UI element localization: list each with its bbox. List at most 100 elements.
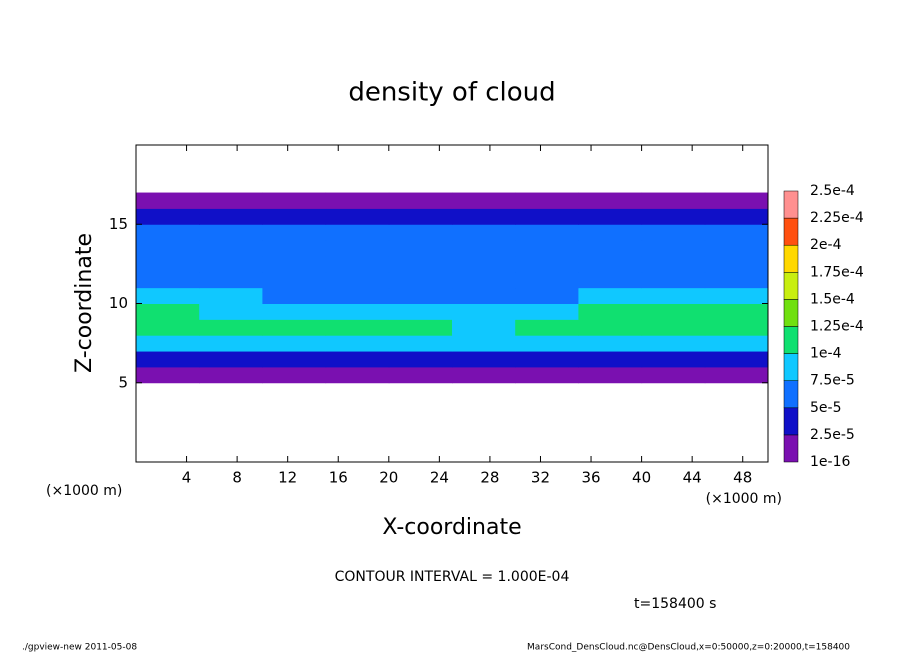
colorbar-label: 7.5e-5 [810, 373, 855, 389]
cell [262, 255, 327, 273]
x-axis-label: X-coordinate [382, 515, 521, 540]
x-tick-label: 12 [278, 469, 297, 487]
cell [578, 240, 643, 257]
cell [641, 255, 706, 273]
colorbar-label: 2e-4 [810, 237, 842, 253]
colorbar-label: 1.5e-4 [810, 291, 855, 307]
cell [515, 366, 579, 384]
cell [704, 351, 769, 368]
cell [578, 287, 643, 304]
cell [641, 271, 706, 289]
cell [704, 271, 769, 289]
cell [199, 303, 263, 320]
cell [199, 208, 263, 225]
cell [452, 303, 516, 320]
colorbar-band [783, 272, 799, 300]
cell [578, 335, 643, 352]
cell [136, 335, 200, 352]
cell [515, 255, 579, 273]
x-tick-label: 20 [379, 469, 398, 487]
cell [199, 287, 263, 304]
cell [704, 335, 769, 352]
cell [452, 335, 516, 352]
colorbar-band [783, 353, 799, 381]
footer-left: ./gpview-new 2011-05-08 [22, 643, 137, 653]
cell [388, 351, 453, 368]
cell [388, 303, 453, 320]
cell [641, 192, 706, 209]
x-tick-label: 40 [632, 469, 651, 487]
cell [199, 335, 263, 352]
colorbar-band [783, 326, 799, 354]
cell [578, 208, 643, 225]
cell [388, 366, 453, 384]
x-tick-label: 24 [430, 469, 449, 487]
cell [325, 319, 390, 336]
cell [704, 240, 769, 257]
cell [388, 192, 453, 209]
cell [388, 271, 453, 289]
colorbar-label: 1e-16 [810, 454, 850, 470]
cell [578, 224, 643, 241]
cell [325, 335, 390, 352]
chart-title: density of cloud [348, 78, 555, 108]
cell [136, 208, 200, 225]
cell [515, 271, 579, 289]
cell [136, 287, 200, 304]
cell [452, 255, 516, 273]
cell [262, 351, 327, 368]
x-tick-label: 16 [329, 469, 348, 487]
cell [388, 335, 453, 352]
colorbar-band [783, 434, 799, 463]
cell [325, 224, 390, 241]
footer-right: MarsCond_DensCloud.nc@DensCloud,x=0:5000… [527, 643, 850, 653]
cell [199, 271, 263, 289]
cell [452, 240, 516, 257]
y-tick-label: 5 [118, 373, 128, 391]
x-tick-label: 32 [531, 469, 550, 487]
cell [452, 366, 516, 384]
cell [262, 287, 327, 304]
colorbar-label: 5e-5 [810, 400, 841, 416]
colorbar-label: 1.75e-4 [810, 264, 864, 280]
colorbar-band [783, 244, 799, 273]
cell [199, 319, 263, 336]
cell [704, 255, 769, 273]
cell [136, 366, 200, 384]
cell [262, 335, 327, 352]
cell [136, 240, 200, 257]
colorbar-label: 2.25e-4 [810, 210, 864, 226]
cell [199, 240, 263, 257]
cell [325, 366, 390, 384]
cell [452, 192, 516, 209]
colorbar-band [783, 190, 799, 219]
cell [325, 271, 390, 289]
cell [641, 366, 706, 384]
cell [262, 208, 327, 225]
cell [578, 192, 643, 209]
cell [199, 366, 263, 384]
cell [515, 192, 579, 209]
y-axis-label: Z-coordinate [72, 233, 97, 373]
cell [578, 271, 643, 289]
x-tick-label: 28 [480, 469, 499, 487]
cell [515, 208, 579, 225]
x-tick-label: 48 [733, 469, 752, 487]
x-tick-label: 8 [232, 469, 242, 487]
y-tick-label: 10 [109, 294, 128, 312]
cell [136, 271, 200, 289]
contour-note: CONTOUR INTERVAL = 1.000E-04 [335, 569, 570, 585]
colorbar-band [783, 380, 799, 409]
cell [641, 303, 706, 320]
cell [704, 303, 769, 320]
cell [136, 255, 200, 273]
y-unit: (×1000 m) [46, 483, 122, 499]
cell [641, 351, 706, 368]
cell [515, 335, 579, 352]
cell [262, 271, 327, 289]
cell [641, 335, 706, 352]
cell [262, 224, 327, 241]
cell [136, 224, 200, 241]
cell [515, 287, 579, 304]
cell [515, 303, 579, 320]
